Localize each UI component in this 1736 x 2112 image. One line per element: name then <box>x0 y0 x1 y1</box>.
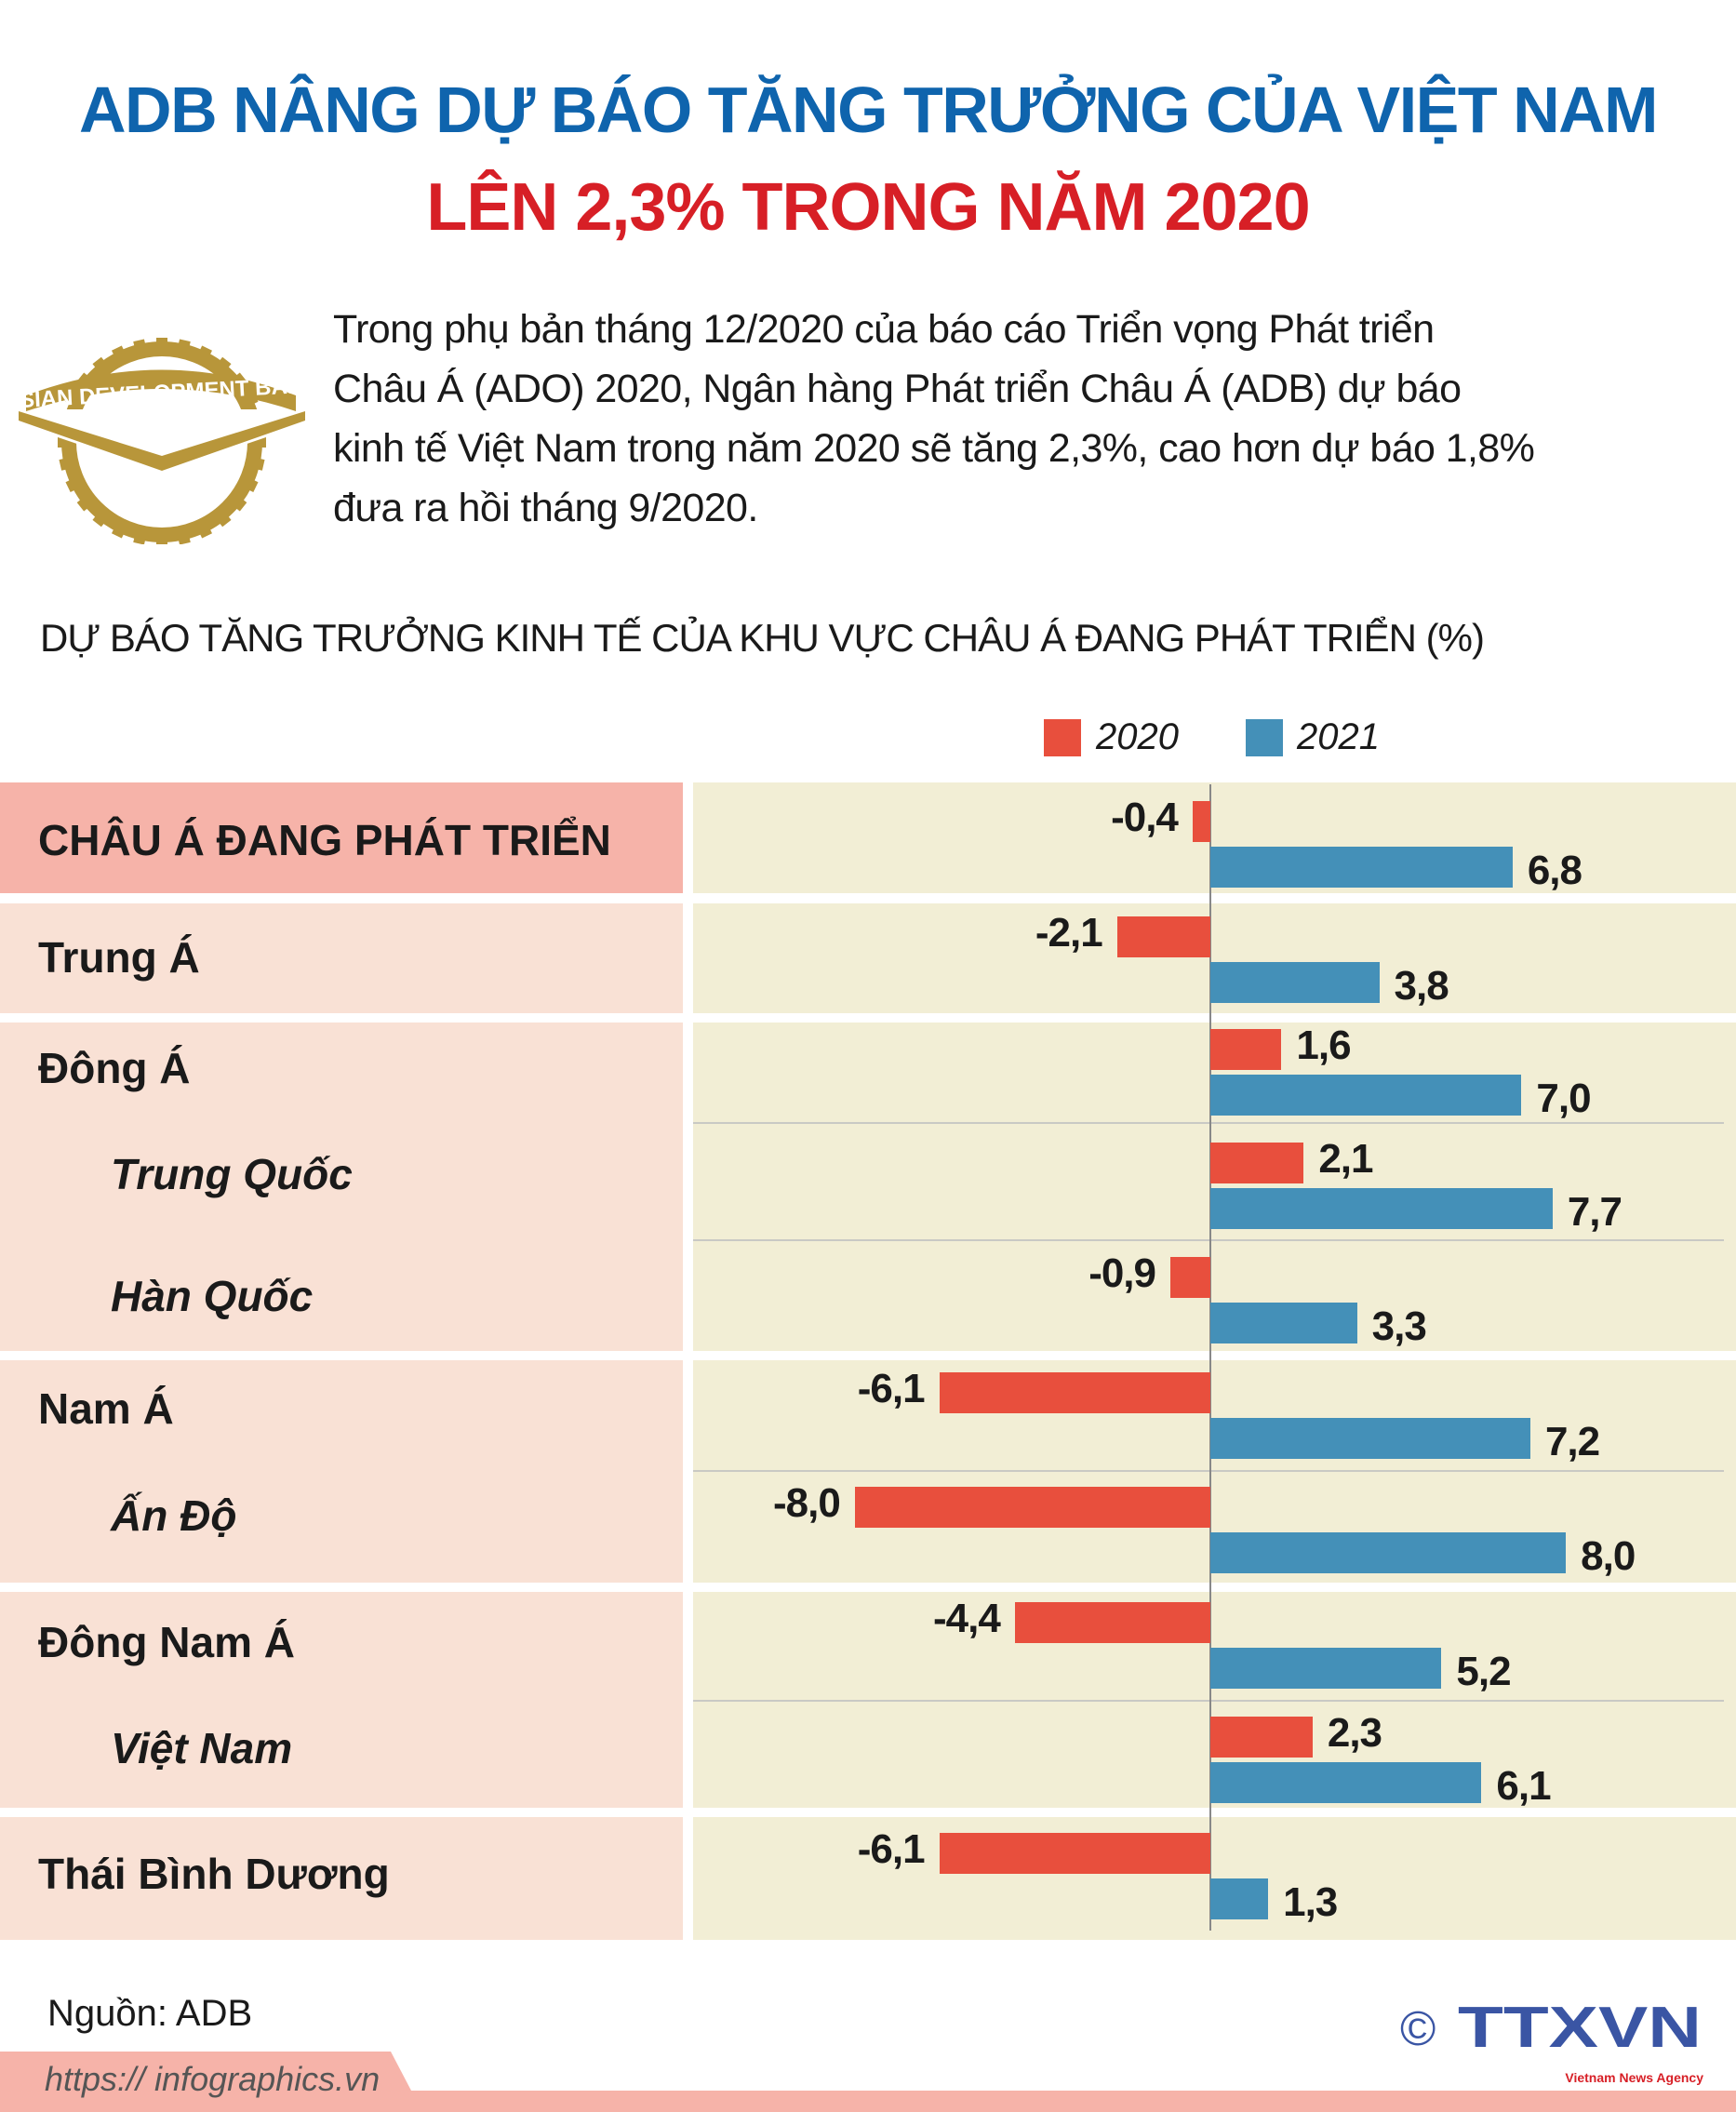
value-label-2020: -6,1 <box>857 1826 926 1872</box>
category-label: Trung Quốc <box>111 1150 353 1198</box>
bar-2020 <box>1192 801 1210 842</box>
label-panel <box>0 1023 683 1351</box>
value-label-2021: 6,8 <box>1527 848 1582 893</box>
bar-2020 <box>854 1487 1210 1528</box>
category-label: Đông Á <box>38 1044 191 1092</box>
value-label-2020: -2,1 <box>1035 910 1103 956</box>
bar-2021 <box>1210 1648 1442 1689</box>
label-panel <box>0 782 683 893</box>
ttxvn-tagline: Vietnam News Agency <box>1565 2070 1703 2085</box>
bar-2020 <box>1014 1602 1210 1643</box>
legend-swatch-2021 <box>1246 719 1283 756</box>
adb-logo: ASIAN DEVELOPMENT BANK <box>17 338 307 544</box>
page-subtitle-highlight: LÊN 2,3% TRONG NĂM 2020 <box>426 170 1310 245</box>
source-note: Nguồn: ADB <box>47 1993 253 2034</box>
value-label-2020: 1,6 <box>1296 1023 1351 1068</box>
copyright-icon: © <box>1400 2002 1436 2056</box>
label-panel <box>0 1592 683 1808</box>
bar-2020 <box>939 1372 1210 1413</box>
bar-2021 <box>1210 1418 1530 1459</box>
page-title: ADB NÂNG DỰ BÁO TĂNG TRƯỞNG CỦA VIỆT NAM <box>79 74 1658 146</box>
label-panel <box>0 1360 683 1583</box>
ttxvn-logo: © TTXVN Vietnam News Agency <box>1400 1996 1703 2085</box>
value-label-2020: -0,4 <box>1111 795 1179 840</box>
category-label: CHÂU Á ĐANG PHÁT TRIỂN <box>38 816 611 864</box>
bar-2020 <box>1210 1029 1282 1070</box>
category-label: Ấn Độ <box>111 1491 237 1540</box>
bar-2021 <box>1210 1532 1567 1573</box>
category-label: Thái Bình Dương <box>38 1850 390 1898</box>
bar-2021 <box>1210 1188 1553 1229</box>
intro-paragraph: Trong phụ bản tháng 12/2020 của báo cáo … <box>333 300 1535 538</box>
bar-2021 <box>1210 1878 1269 1919</box>
bar-2020 <box>1116 916 1210 957</box>
zero-axis <box>1209 784 1211 1931</box>
bar-2020 <box>1170 1257 1210 1298</box>
value-label-2020: -0,9 <box>1088 1250 1156 1296</box>
website-link[interactable]: https:// infographics.vn <box>45 2060 381 2098</box>
legend-label-2020: 2020 <box>1096 716 1179 757</box>
ttxvn-wordmark: TTXVN <box>1458 1996 1702 2060</box>
value-label-2021: 3,3 <box>1371 1303 1427 1349</box>
legend-label-2021: 2021 <box>1297 716 1380 757</box>
row-divider <box>693 1700 1724 1702</box>
value-label-2021: 1,3 <box>1283 1879 1338 1925</box>
label-panel <box>0 1817 683 1940</box>
value-label-2020: -4,4 <box>932 1596 1001 1641</box>
value-label-2021: 8,0 <box>1581 1533 1636 1579</box>
bar-2021 <box>1210 1075 1522 1116</box>
bar-2020 <box>1210 1717 1313 1758</box>
value-label-2021: 6,1 <box>1496 1763 1551 1809</box>
bar-2020 <box>1210 1143 1304 1183</box>
value-label-2021: 7,2 <box>1544 1419 1600 1464</box>
row-divider <box>693 1122 1724 1124</box>
category-label: Hàn Quốc <box>111 1272 314 1320</box>
value-label-2021: 3,8 <box>1394 963 1449 1009</box>
row-divider <box>693 1239 1724 1241</box>
intro-line: Trong phụ bản tháng 12/2020 của báo cáo … <box>333 307 1435 352</box>
label-panel <box>0 903 683 1013</box>
chart-title: DỰ BÁO TĂNG TRƯỞNG KINH TẾ CỦA KHU VỰC C… <box>40 616 1485 660</box>
value-label-2021: 7,7 <box>1567 1189 1622 1235</box>
intro-line: kinh tế Việt Nam trong năm 2020 sẽ tăng … <box>333 426 1535 471</box>
bar-2021 <box>1210 1762 1482 1803</box>
category-label: Trung Á <box>38 933 200 982</box>
value-label-2021: 5,2 <box>1456 1649 1511 1694</box>
bar-2021 <box>1210 847 1513 888</box>
legend-swatch-2020 <box>1044 719 1081 756</box>
category-label: Việt Nam <box>111 1724 293 1772</box>
value-label-2020: 2,3 <box>1327 1710 1382 1756</box>
bar-2020 <box>939 1833 1210 1874</box>
value-label-2021: 7,0 <box>1536 1076 1591 1121</box>
bar-2021 <box>1210 962 1380 1003</box>
intro-line: Châu Á (ADO) 2020, Ngân hàng Phát triển … <box>333 367 1462 411</box>
value-label-2020: -8,0 <box>773 1480 841 1526</box>
bar-2021 <box>1210 1303 1357 1343</box>
row-divider <box>693 1470 1724 1472</box>
category-label: Nam Á <box>38 1384 174 1433</box>
category-label: Đông Nam Á <box>38 1618 295 1666</box>
value-label-2020: 2,1 <box>1318 1136 1373 1182</box>
footer-band <box>0 2052 1736 2112</box>
intro-line: đưa ra hồi tháng 9/2020. <box>333 486 758 530</box>
value-label-2020: -6,1 <box>857 1366 926 1411</box>
